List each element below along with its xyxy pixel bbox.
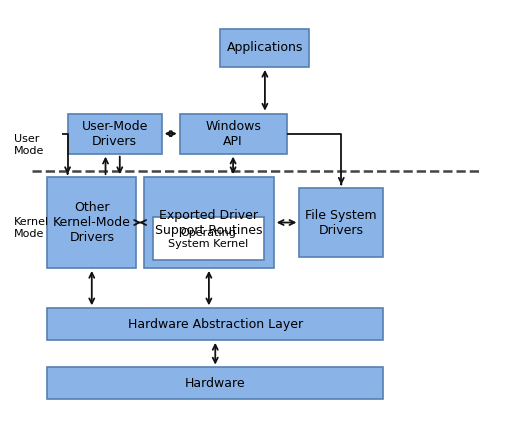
Text: User-Mode
Drivers: User-Mode Drivers (81, 120, 148, 148)
Text: User
Mode: User Mode (14, 135, 45, 156)
FancyBboxPatch shape (220, 29, 309, 67)
Text: Hardware Abstraction Layer: Hardware Abstraction Layer (127, 318, 303, 331)
FancyBboxPatch shape (300, 187, 383, 257)
Text: Kernel
Mode: Kernel Mode (14, 217, 49, 239)
FancyBboxPatch shape (180, 114, 287, 154)
Text: Exported Driver
Support Routines: Exported Driver Support Routines (155, 208, 263, 236)
Text: Other
Kernel-Mode
Drivers: Other Kernel-Mode Drivers (53, 201, 131, 244)
Text: Hardware: Hardware (185, 377, 246, 390)
Text: Applications: Applications (227, 41, 303, 55)
Text: Operating
System Kernel: Operating System Kernel (168, 227, 248, 249)
FancyBboxPatch shape (68, 114, 162, 154)
FancyBboxPatch shape (144, 177, 274, 268)
FancyBboxPatch shape (153, 217, 264, 259)
Text: File System
Drivers: File System Drivers (306, 208, 377, 236)
FancyBboxPatch shape (47, 177, 136, 268)
Text: Windows
API: Windows API (205, 120, 261, 148)
FancyBboxPatch shape (47, 368, 383, 399)
FancyBboxPatch shape (47, 308, 383, 340)
